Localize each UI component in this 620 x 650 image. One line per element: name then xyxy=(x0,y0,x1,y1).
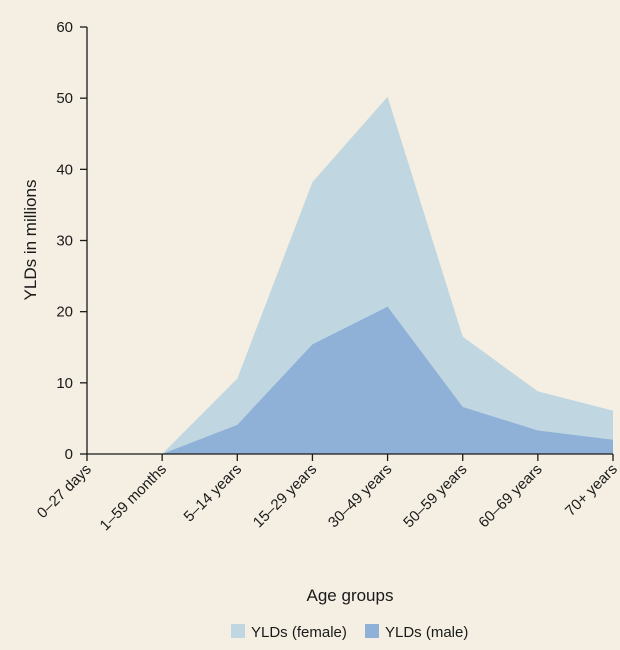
area-series-ylds-female xyxy=(87,96,613,454)
x-tick-label: 60–69 years xyxy=(475,461,545,531)
legend-swatch-ylds-male xyxy=(365,624,379,638)
legend-swatch-ylds-female xyxy=(231,624,245,638)
y-axis-ticks: 0 10 20 30 40 50 60 xyxy=(56,19,87,463)
x-tick-label: 0–27 days xyxy=(34,461,95,522)
y-tick-label: 10 xyxy=(56,375,73,392)
x-tick-label: 70+ years xyxy=(562,461,620,520)
x-tick-label: 30–49 years xyxy=(325,461,395,531)
x-tick-label: 15–29 years xyxy=(250,461,320,531)
y-axis-title: YLDs in millions xyxy=(21,180,40,301)
y-tick-label: 60 xyxy=(56,19,73,36)
legend-label-ylds-female: YLDs (female) xyxy=(251,624,347,641)
y-tick-label: 40 xyxy=(56,161,73,178)
y-tick-label: 20 xyxy=(56,304,73,321)
x-axis-ticks: 0–27 days 1–59 months 5–14 years 15–29 year… xyxy=(34,454,620,534)
x-tick-label: 1–59 months xyxy=(97,461,170,534)
area-series-ylds-male xyxy=(87,306,613,454)
x-tick-label: 50–59 years xyxy=(400,461,470,531)
x-axis-title: Age groups xyxy=(307,586,394,605)
legend: YLDs (female) YLDs (male) xyxy=(231,624,468,641)
y-tick-label: 50 xyxy=(56,90,73,107)
x-tick-label: 5–14 years xyxy=(181,461,246,526)
plot-areas xyxy=(87,96,613,454)
y-tick-label: 0 xyxy=(65,446,73,463)
y-tick-label: 30 xyxy=(56,233,73,250)
legend-label-ylds-male: YLDs (male) xyxy=(385,624,468,641)
